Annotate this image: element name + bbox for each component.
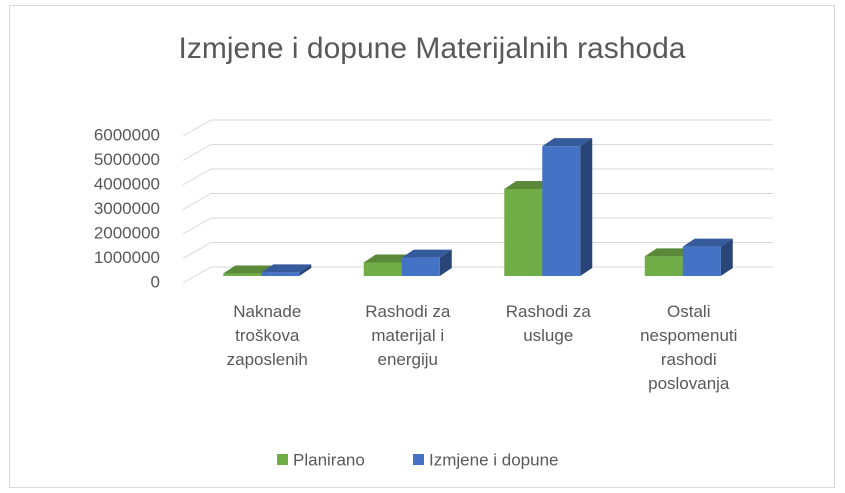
y-tick-label: 4000000 (94, 174, 160, 193)
x-tick-label: Rashodi za usluge (505, 302, 591, 345)
x-tick-label: Naknade troškova zaposlenih (226, 302, 308, 369)
y-tick-label: 6000000 (94, 125, 160, 144)
legend-swatch (413, 454, 424, 465)
bar (261, 272, 300, 276)
bar-top (261, 264, 312, 273)
y-tick-label: 5000000 (94, 150, 160, 169)
bar (223, 273, 262, 276)
bar-top (363, 254, 414, 263)
bar-top (504, 181, 555, 190)
bar-top (401, 249, 452, 258)
x-tick-label: Rashodi za materijal i energiju (365, 302, 451, 369)
x-tick-label: Ostali nespomenuti rashodi poslovanja (640, 302, 738, 393)
grid-line (182, 119, 773, 137)
bar-side (299, 264, 312, 276)
legend-label: Izmjene i dopune (429, 450, 558, 469)
bar-top (542, 138, 593, 147)
bar (504, 189, 543, 276)
bar-side (439, 249, 452, 276)
legend-label: Planirano (293, 450, 365, 469)
bar (401, 257, 440, 276)
bar-top (223, 265, 274, 274)
y-tick-label: 1000000 (94, 248, 160, 267)
bar-side (580, 138, 593, 276)
bar-side (720, 238, 733, 276)
legend-swatch (277, 454, 288, 465)
y-tick-label: 3000000 (94, 199, 160, 218)
bar (363, 262, 402, 276)
y-tick-label: 2000000 (94, 223, 160, 242)
bar-top (644, 248, 695, 257)
bar (542, 146, 581, 276)
bar (644, 256, 683, 276)
y-tick-label: 0 (151, 272, 160, 291)
chart-title: Izmjene i dopune Materijalnih rashoda (179, 32, 686, 65)
bar (682, 246, 721, 276)
bar-top (682, 238, 733, 247)
